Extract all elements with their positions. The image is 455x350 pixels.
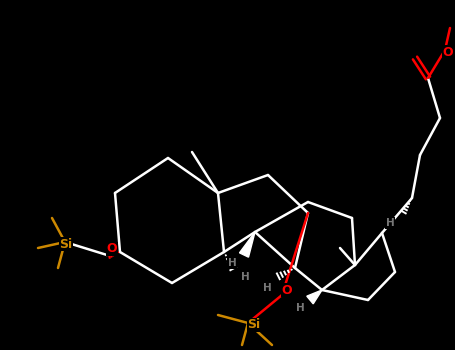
Text: H: H — [228, 258, 237, 268]
Text: H: H — [241, 272, 249, 282]
Polygon shape — [239, 232, 255, 257]
Text: H: H — [386, 218, 394, 228]
Text: O: O — [282, 284, 292, 296]
Text: H: H — [296, 303, 304, 313]
Text: O: O — [443, 46, 453, 58]
Text: Si: Si — [248, 318, 261, 331]
Text: H: H — [263, 283, 271, 293]
Polygon shape — [307, 290, 322, 304]
Text: O: O — [106, 243, 117, 256]
Text: Si: Si — [60, 238, 72, 251]
